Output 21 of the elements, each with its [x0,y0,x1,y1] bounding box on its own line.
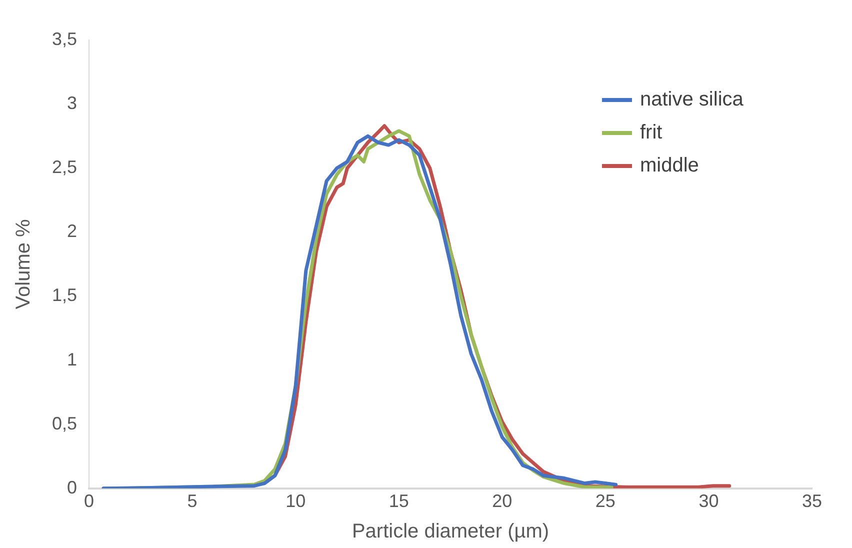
legend-label: frit [640,122,663,144]
y-tick-label: 0,5 [52,413,78,434]
x-tick-label: 10 [286,491,306,512]
x-tick-label: 0 [84,491,94,512]
legend-label: middle [640,154,699,177]
x-tick-label: 25 [595,491,616,512]
y-tick-label: 2,5 [52,157,78,178]
x-tick-label: 30 [698,491,719,512]
x-tick-label: 35 [802,491,822,512]
y-tick-label: 3,5 [52,28,78,49]
legend-label: native silica [640,88,744,111]
x-tick-label: 20 [492,491,512,512]
y-axis-title: Volume % [12,218,35,310]
x-tick-label: 15 [388,491,409,512]
y-tick-label: 2 [67,221,78,242]
y-tick-label: 3 [67,93,78,114]
y-tick-label: 1,5 [52,285,78,306]
x-axis-title: Particle diameter (µm) [352,520,550,543]
x-tick-label: 5 [187,491,198,512]
y-tick-label: 1 [67,349,78,370]
y-tick-label: 0 [67,477,78,498]
